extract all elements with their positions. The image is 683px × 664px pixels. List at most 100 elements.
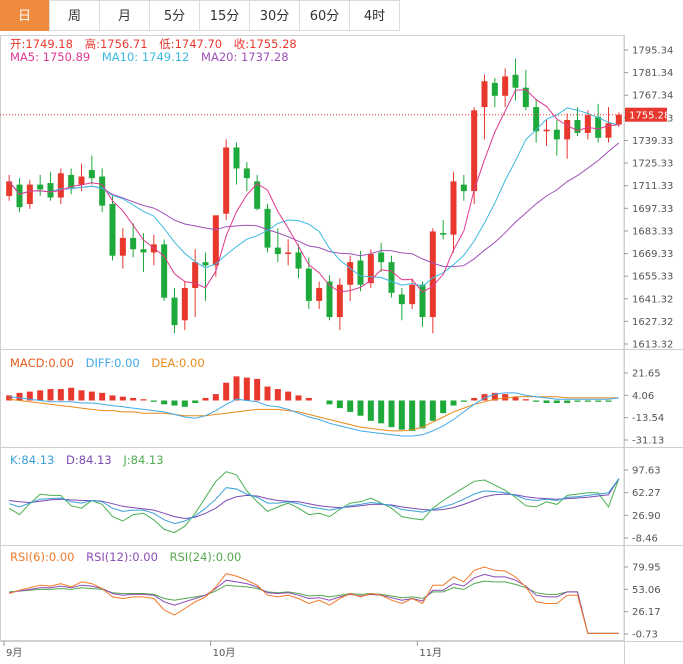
candle-body [409, 284, 416, 305]
candle-body [202, 262, 209, 266]
macd-bar [367, 400, 374, 421]
candle-body [440, 233, 447, 235]
macd-bar [336, 400, 343, 409]
price-tick-label: 1613.32 [632, 340, 673, 351]
ma20-line [8, 142, 620, 268]
candle-body [378, 252, 385, 263]
d-line [9, 478, 620, 520]
rsi24-value: RSI(24):0.00 [169, 550, 242, 564]
period-tabs: 日 周 月 5分 15分 30分 60分 4时 [0, 0, 400, 32]
candle-body [491, 82, 498, 96]
candle-body [305, 268, 312, 301]
macd-bar [471, 397, 478, 401]
tab-15min[interactable]: 15分 [199, 0, 250, 31]
candle-body [171, 297, 178, 326]
macd-bar [99, 392, 106, 401]
macd-bar [243, 377, 250, 401]
macd-bar [326, 400, 333, 405]
price-tick-label: 1725.33 [632, 159, 673, 170]
candle-body [419, 284, 426, 318]
ma20-value: MA20: 1737.28 [201, 50, 289, 64]
macd-bar [347, 400, 354, 412]
candle-body [595, 116, 602, 138]
candle-body [26, 184, 33, 204]
macd-bar [543, 400, 550, 404]
month-label: 11月 [419, 647, 442, 659]
tab-month[interactable]: 月 [99, 0, 150, 31]
current-price-tag [625, 107, 667, 122]
tab-5min[interactable]: 5分 [149, 0, 200, 31]
candle-body [192, 262, 199, 288]
candle-body [140, 249, 147, 253]
candle-body [564, 120, 571, 140]
macd-bar [6, 395, 13, 401]
macd-bar [274, 389, 281, 401]
macd-bar [223, 382, 230, 401]
macd-bar [181, 400, 188, 407]
rsi12-line [9, 573, 619, 634]
macd-bar [564, 400, 571, 404]
candle-body [254, 181, 261, 209]
macd-bar [161, 400, 168, 405]
rsi-tick-label: 79.95 [632, 563, 661, 574]
j-line [8, 471, 620, 534]
candle-body [274, 247, 281, 255]
macd-bar [233, 376, 240, 401]
macd-bar [450, 400, 457, 406]
rsi6-line [9, 566, 619, 634]
macd-bar [78, 390, 85, 401]
candle-body [181, 287, 188, 321]
ma5-line [8, 89, 619, 293]
candle-body [285, 252, 292, 255]
macd-bar [409, 400, 416, 431]
price-tick-label: 1711.33 [632, 181, 673, 192]
macd-bar [140, 399, 147, 401]
candle-body [481, 81, 488, 108]
macd-bar [171, 400, 178, 406]
rsi12-value: RSI(12):0.00 [86, 550, 158, 564]
close-value: 收:1755.28 [233, 37, 297, 51]
candle-body [243, 168, 250, 179]
macd-bar [57, 389, 64, 401]
candle-body [99, 176, 106, 206]
rsi-tick-label: -0.73 [632, 630, 658, 641]
candle-body [223, 147, 230, 214]
price-tick-label: 1795.34 [632, 46, 673, 57]
rsi6-value: RSI(6):0.00 [10, 550, 75, 564]
candle-body [502, 76, 509, 96]
open-value: 开:1749.18 [10, 37, 73, 51]
macd-bar [202, 397, 209, 401]
candle-body [16, 184, 23, 208]
macd-bar [119, 396, 126, 401]
tab-day[interactable]: 日 [0, 0, 50, 31]
diff-line [9, 392, 619, 437]
candle-body [161, 244, 168, 298]
tab-30min[interactable]: 30分 [249, 0, 300, 31]
ma-legend: MA5: 1750.89 MA10: 1749.12 MA20: 1737.28 [10, 50, 297, 64]
candle-body [605, 123, 612, 138]
macd-bar [305, 397, 312, 401]
candle-body [522, 87, 529, 108]
high-value: 高:1756.71 [84, 37, 148, 51]
candle-body [47, 182, 54, 198]
macd-bar [357, 400, 364, 416]
price-tick-label: 1669.33 [632, 249, 673, 260]
candle-body [316, 287, 323, 301]
macd-bar [47, 389, 54, 401]
macd-tick-label: 21.65 [632, 369, 661, 380]
macd-bar [130, 397, 137, 401]
kdj-tick-label: 62.27 [632, 488, 661, 499]
candle-body [584, 115, 591, 133]
macd-bar [574, 400, 581, 402]
k-line [9, 478, 620, 525]
month-label: 9月 [6, 647, 22, 659]
candle-body [553, 129, 560, 140]
candle-body [78, 176, 85, 185]
tab-60min[interactable]: 60分 [299, 0, 350, 31]
candle-body [429, 231, 436, 318]
tab-week[interactable]: 周 [49, 0, 100, 31]
tab-4hour[interactable]: 4时 [349, 0, 400, 31]
macd-bar [533, 400, 540, 402]
macd-bar [254, 378, 261, 401]
